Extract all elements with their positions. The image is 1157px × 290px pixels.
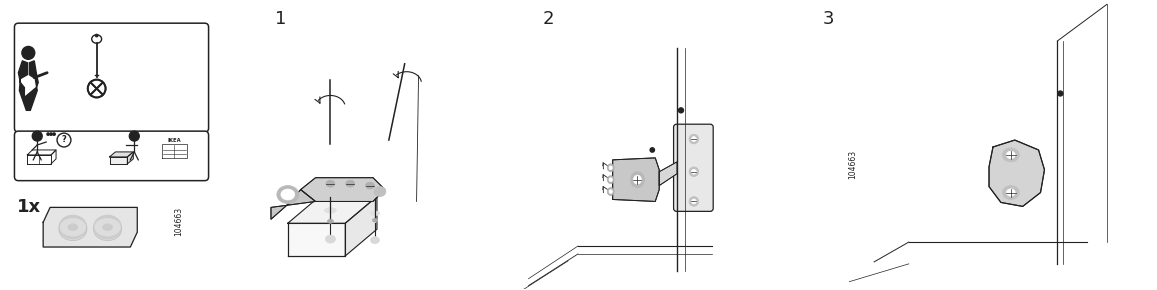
Polygon shape <box>19 61 38 110</box>
Ellipse shape <box>1002 186 1019 200</box>
FancyBboxPatch shape <box>673 124 713 211</box>
Polygon shape <box>288 197 377 223</box>
Polygon shape <box>43 207 138 247</box>
Ellipse shape <box>370 211 379 216</box>
Circle shape <box>1057 91 1063 96</box>
Polygon shape <box>659 162 677 186</box>
Ellipse shape <box>327 219 333 223</box>
Ellipse shape <box>373 218 377 222</box>
Polygon shape <box>301 178 385 202</box>
Polygon shape <box>127 152 133 164</box>
Circle shape <box>678 108 684 113</box>
Ellipse shape <box>370 237 379 244</box>
Ellipse shape <box>609 178 612 182</box>
Polygon shape <box>613 158 659 202</box>
Ellipse shape <box>346 180 355 187</box>
Text: 104663: 104663 <box>848 150 857 180</box>
Text: 3: 3 <box>823 10 834 28</box>
Ellipse shape <box>326 180 334 187</box>
Polygon shape <box>288 223 345 256</box>
Circle shape <box>692 199 697 204</box>
Text: ?: ? <box>61 135 66 144</box>
Circle shape <box>50 133 52 135</box>
Ellipse shape <box>95 218 120 236</box>
Polygon shape <box>271 190 316 219</box>
Ellipse shape <box>609 190 612 193</box>
Text: IKEA: IKEA <box>168 137 182 142</box>
Circle shape <box>88 80 105 97</box>
Circle shape <box>47 133 50 135</box>
Circle shape <box>692 169 697 174</box>
Circle shape <box>96 35 98 37</box>
Circle shape <box>690 197 699 206</box>
Ellipse shape <box>400 53 413 63</box>
Ellipse shape <box>94 215 121 239</box>
Polygon shape <box>989 140 1045 206</box>
Ellipse shape <box>634 175 641 184</box>
Ellipse shape <box>326 67 334 72</box>
Polygon shape <box>345 197 377 256</box>
Ellipse shape <box>1002 148 1019 162</box>
Ellipse shape <box>324 208 337 213</box>
Ellipse shape <box>68 224 78 231</box>
Polygon shape <box>110 157 127 164</box>
Text: 104663: 104663 <box>175 207 183 236</box>
Ellipse shape <box>631 172 644 188</box>
Ellipse shape <box>607 164 614 172</box>
Ellipse shape <box>607 188 614 195</box>
Ellipse shape <box>609 166 612 170</box>
Circle shape <box>650 148 655 152</box>
Ellipse shape <box>1007 189 1016 196</box>
Ellipse shape <box>60 218 86 236</box>
Circle shape <box>22 46 35 59</box>
Text: 2: 2 <box>543 10 554 28</box>
Circle shape <box>690 167 699 177</box>
Ellipse shape <box>59 215 87 239</box>
Ellipse shape <box>325 235 336 243</box>
Ellipse shape <box>281 189 295 200</box>
Text: 1x: 1x <box>17 198 42 216</box>
Ellipse shape <box>277 186 299 203</box>
Ellipse shape <box>1007 151 1016 159</box>
Circle shape <box>692 137 697 142</box>
FancyBboxPatch shape <box>14 131 208 181</box>
Ellipse shape <box>103 224 112 231</box>
FancyBboxPatch shape <box>14 23 208 132</box>
Circle shape <box>53 133 56 135</box>
Ellipse shape <box>607 176 614 184</box>
Text: 1: 1 <box>275 10 286 28</box>
Circle shape <box>690 134 699 144</box>
Ellipse shape <box>324 69 338 80</box>
Circle shape <box>130 131 139 141</box>
Ellipse shape <box>366 182 375 189</box>
Ellipse shape <box>374 186 386 197</box>
Polygon shape <box>110 152 133 157</box>
Ellipse shape <box>403 51 410 55</box>
Circle shape <box>32 131 42 141</box>
